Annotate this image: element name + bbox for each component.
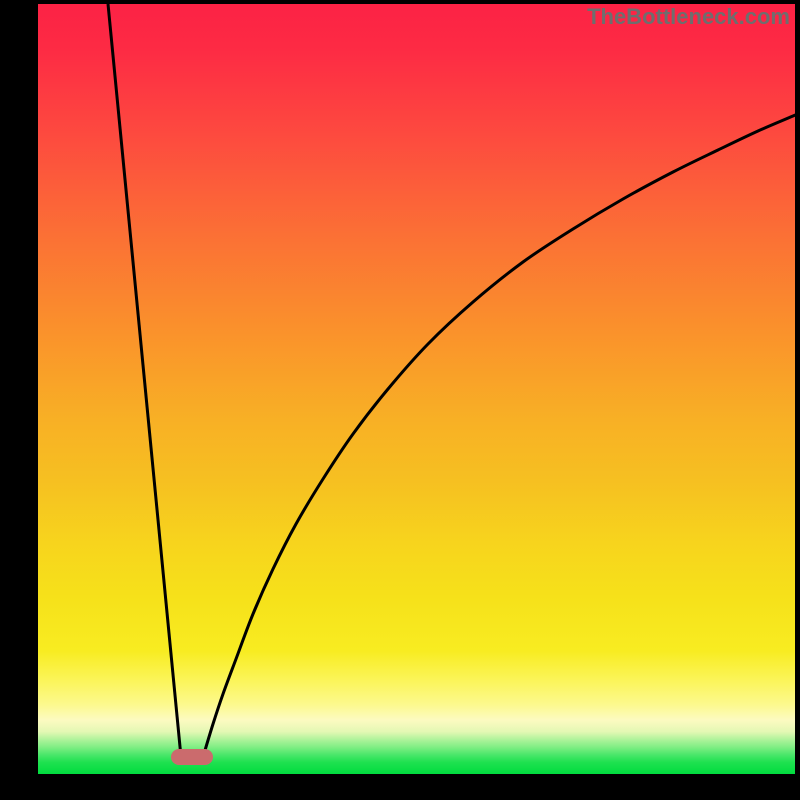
right-curve [203, 99, 795, 757]
left-v-line [108, 4, 181, 757]
watermark-text: TheBottleneck.com [587, 4, 790, 30]
curve-overlay [38, 4, 795, 774]
chart-container: TheBottleneck.com [0, 0, 800, 800]
plot-area [38, 4, 795, 774]
minimum-marker [171, 749, 213, 765]
